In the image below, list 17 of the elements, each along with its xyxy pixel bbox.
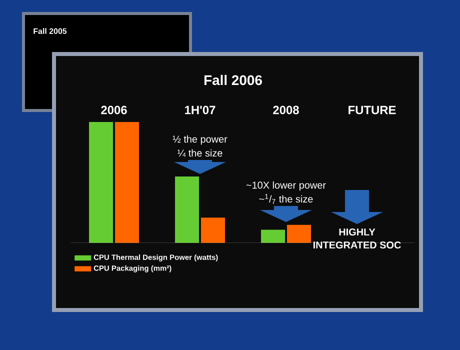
x-tick-label: 2006 [101,106,127,114]
x-tick-label: 1H'07 [185,106,216,114]
annotation: ~$^{1}$/$_{7}$ the size [259,194,313,204]
bar [261,230,286,243]
annotation: ½ the power [172,135,228,145]
annotation: ~10X lower power [246,181,326,191]
bar [287,224,312,243]
annotation: HIGHLY [339,228,376,236]
bar [115,122,139,243]
annotation: INTEGRATED SOC [313,241,401,249]
bar [175,176,200,243]
bar [201,218,226,243]
x-tick-label: 2008 [273,106,299,114]
bar [89,122,114,243]
chart-title: Fall 2006 [204,74,262,86]
x-tick-label: FUTURE [348,106,396,114]
annotation: ¼ the size [178,149,222,157]
